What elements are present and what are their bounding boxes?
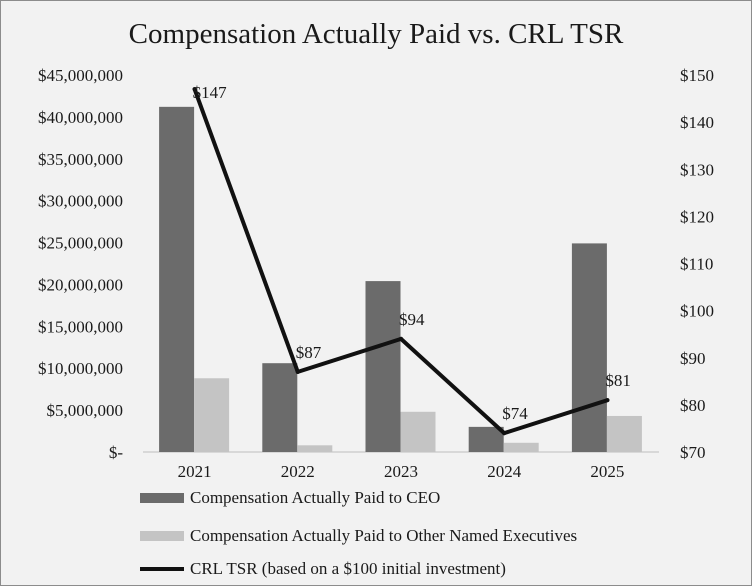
left-axis-tick-label: $10,000,000 bbox=[38, 359, 123, 378]
right-axis-tick-label: $70 bbox=[680, 443, 706, 462]
left-axis-tick-label: $30,000,000 bbox=[38, 192, 123, 211]
right-axis-tick-label: $150 bbox=[680, 66, 714, 85]
bar-other-executives-2023 bbox=[400, 411, 436, 452]
legend-label-other-executives: Compensation Actually Paid to Other Name… bbox=[190, 526, 578, 545]
bar-ceo-2022 bbox=[262, 363, 298, 452]
right-axis-tick-label: $140 bbox=[680, 113, 714, 132]
legend-label-ceo: Compensation Actually Paid to CEO bbox=[190, 488, 441, 507]
tsr-line-segment-2022-2023 bbox=[295, 336, 403, 374]
x-axis-tick-label: 2025 bbox=[590, 462, 624, 481]
x-axis-tick-label: 2024 bbox=[487, 462, 522, 481]
x-axis-tick-label: 2021 bbox=[178, 462, 212, 481]
tsr-point-2023 bbox=[399, 336, 403, 341]
right-axis-tick-label: $120 bbox=[680, 207, 714, 226]
legend-swatch-tsr bbox=[140, 567, 184, 571]
left-axis-tick-label: $20,000,000 bbox=[38, 275, 123, 294]
legend-swatch-other-executives bbox=[140, 531, 184, 541]
right-axis-tick-label: $130 bbox=[680, 160, 714, 179]
left-axis-tick-label: $- bbox=[109, 443, 124, 462]
bar-other-executives-2022 bbox=[297, 445, 333, 452]
tsr-point-2024 bbox=[502, 431, 507, 436]
tsr-data-label-2021: $147 bbox=[193, 83, 228, 102]
left-axis-tick-label: $45,000,000 bbox=[38, 66, 123, 85]
left-axis: $- $5,000,000 $10,000,000 $15,000,000 $20,00… bbox=[38, 66, 123, 462]
tsr-data-label-2023: $94 bbox=[399, 310, 425, 329]
tsr-line-segment-2023-2024 bbox=[399, 336, 507, 436]
x-axis: 2021 2022 2023 2024 2025 bbox=[178, 462, 625, 481]
left-axis-tick-label: $15,000,000 bbox=[38, 317, 123, 336]
x-axis-tick-label: 2023 bbox=[384, 462, 418, 481]
tsr-data-label-2024: $74 bbox=[502, 404, 528, 423]
right-axis-tick-label: $110 bbox=[680, 255, 713, 274]
legend-swatch-ceo bbox=[140, 493, 184, 503]
left-axis-tick-label: $40,000,000 bbox=[38, 108, 123, 127]
left-axis-tick-label: $25,000,000 bbox=[38, 234, 123, 253]
tsr-line-segment-2021-2022 bbox=[192, 87, 300, 374]
legend-label-tsr: CRL TSR (based on a $100 initial investm… bbox=[190, 559, 506, 578]
bar-other-executives-2025 bbox=[606, 415, 642, 452]
right-axis: $70 $80 $90 $100 $110 $120 $130 $140 $150 bbox=[680, 66, 714, 462]
tsr-data-labels: $147 $87 $94 $74 $81 bbox=[193, 83, 631, 423]
tsr-point-2025 bbox=[605, 398, 610, 403]
bar-other-executives-2021 bbox=[194, 378, 230, 452]
chart-title: Compensation Actually Paid vs. CRL TSR bbox=[128, 18, 624, 50]
bar-ceo-2025 bbox=[571, 243, 607, 452]
bar-series bbox=[159, 106, 642, 452]
bar-ceo-2024 bbox=[468, 426, 504, 452]
tsr-line-series bbox=[192, 87, 610, 436]
bar-ceo-2021 bbox=[159, 106, 195, 452]
right-axis-tick-label: $90 bbox=[680, 349, 706, 368]
tsr-data-label-2025: $81 bbox=[605, 371, 631, 390]
x-axis-tick-label: 2022 bbox=[281, 462, 315, 481]
tsr-point-2022 bbox=[295, 369, 300, 374]
bar-other-executives-2024 bbox=[503, 442, 539, 452]
tsr-data-label-2022: $87 bbox=[296, 343, 322, 362]
tsr-point-2021 bbox=[192, 87, 197, 92]
bar-ceo-2023 bbox=[365, 281, 401, 452]
right-axis-tick-label: $100 bbox=[680, 302, 714, 321]
left-axis-tick-label: $35,000,000 bbox=[38, 150, 123, 169]
tsr-line-segment-2024-2025 bbox=[502, 398, 610, 436]
right-axis-tick-label: $80 bbox=[680, 396, 706, 415]
left-axis-tick-label: $5,000,000 bbox=[47, 401, 124, 420]
